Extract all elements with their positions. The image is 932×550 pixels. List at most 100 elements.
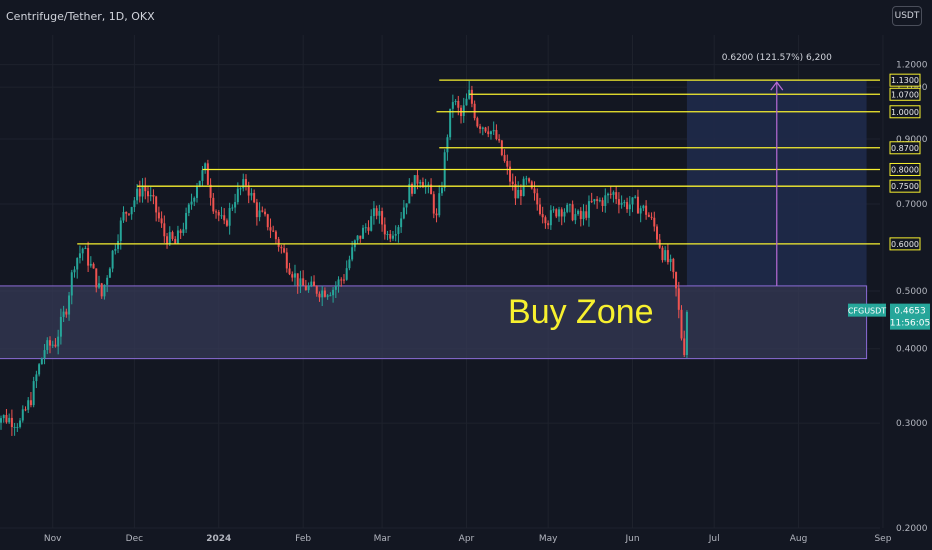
- candle-body: [127, 213, 130, 215]
- candle-body: [103, 284, 106, 297]
- time-tick-label: Feb: [295, 534, 311, 544]
- candle-body: [547, 223, 550, 226]
- candle-body: [65, 311, 68, 315]
- candle-body: [386, 234, 389, 236]
- candle-body: [223, 215, 226, 221]
- candle-body: [326, 295, 329, 297]
- time-tick-label: Jul: [708, 534, 720, 544]
- candle-body: [157, 212, 160, 219]
- candle-body: [8, 417, 11, 423]
- candle-body: [427, 184, 430, 186]
- candle-body: [653, 217, 656, 227]
- candle-body: [421, 182, 424, 188]
- candle-body: [283, 248, 286, 253]
- candle-body: [43, 350, 46, 359]
- candle-body: [272, 230, 275, 232]
- candle-body: [645, 205, 648, 215]
- candle-body: [677, 288, 680, 310]
- candle-body: [440, 187, 443, 194]
- time-tick-label: Aug: [790, 534, 808, 544]
- buy-zone-box: [0, 285, 868, 360]
- candle-body: [555, 209, 558, 217]
- candle-body: [620, 202, 623, 205]
- candle-body: [217, 212, 220, 216]
- candle-body: [32, 381, 35, 406]
- candle-body: [590, 201, 593, 203]
- candle-body: [593, 199, 596, 202]
- level-tag: [889, 237, 921, 251]
- candle-body: [342, 279, 345, 281]
- candle-body: [185, 212, 188, 230]
- candle-body: [438, 193, 441, 216]
- candle-body: [509, 166, 512, 182]
- candle-body: [234, 202, 237, 208]
- measure-label: 0.6200 (121.57%) 6,200: [722, 53, 832, 63]
- candle-body: [672, 258, 675, 273]
- candle-body: [76, 258, 79, 270]
- candle-body: [495, 129, 498, 139]
- candle-body: [111, 250, 114, 269]
- candle-body: [389, 234, 392, 239]
- candle-body: [416, 175, 419, 184]
- candle-body: [669, 258, 672, 263]
- candle-body: [291, 274, 294, 278]
- candle-body: [419, 182, 422, 184]
- candle-body: [462, 105, 465, 117]
- candle-body: [503, 155, 506, 161]
- candle-body: [528, 178, 531, 182]
- candle-body: [100, 283, 103, 297]
- candle-body: [656, 226, 659, 240]
- candle-body: [269, 227, 272, 231]
- candle-body: [299, 278, 302, 287]
- candle-body: [394, 233, 397, 236]
- candle-body: [54, 344, 57, 347]
- time-tick-label: Nov: [44, 534, 62, 544]
- candle-body: [340, 279, 343, 281]
- candle-body: [190, 201, 193, 205]
- candle-body: [430, 184, 433, 195]
- level-tag: [889, 73, 921, 87]
- candle-body: [391, 235, 394, 239]
- candle-body: [511, 181, 514, 185]
- time-tick-label: Jun: [624, 534, 639, 544]
- candle-body: [680, 309, 683, 339]
- candle-body: [16, 426, 19, 428]
- candle-body: [647, 214, 650, 217]
- candle-body: [661, 247, 664, 261]
- candle-body: [397, 227, 400, 234]
- candle-body: [607, 193, 610, 196]
- candle-body: [73, 269, 76, 273]
- candle-body: [293, 273, 296, 278]
- candle-body: [574, 214, 577, 221]
- candle-body: [266, 214, 269, 228]
- candle-body: [231, 207, 234, 209]
- candle-body: [274, 231, 277, 240]
- candle-body: [457, 100, 460, 108]
- candle-body: [566, 204, 569, 212]
- candle-body: [261, 210, 264, 212]
- currency-button[interactable]: USDT: [892, 6, 922, 26]
- candle-body: [29, 400, 32, 406]
- candle-body: [517, 189, 520, 199]
- candle-body: [481, 127, 484, 129]
- level-tag: [889, 105, 921, 119]
- candle-body: [163, 223, 166, 237]
- candle-body: [307, 285, 310, 291]
- candle-body: [280, 246, 283, 249]
- candle-body: [35, 374, 38, 382]
- symbol-tag: [848, 303, 886, 317]
- candle-body: [136, 188, 139, 201]
- candle-body: [122, 211, 125, 221]
- candle-body: [70, 272, 73, 296]
- candle-body: [596, 199, 599, 201]
- candle-body: [133, 200, 136, 208]
- candle-body: [144, 186, 147, 192]
- candle-body: [236, 188, 239, 203]
- time-tick-label: 2024: [206, 534, 231, 544]
- candle-body: [585, 211, 588, 218]
- candle-body: [46, 340, 49, 351]
- level-tag-label: 0.6000: [891, 240, 919, 249]
- candle-body: [568, 204, 571, 206]
- level-tag-label: 0.8000: [891, 165, 919, 174]
